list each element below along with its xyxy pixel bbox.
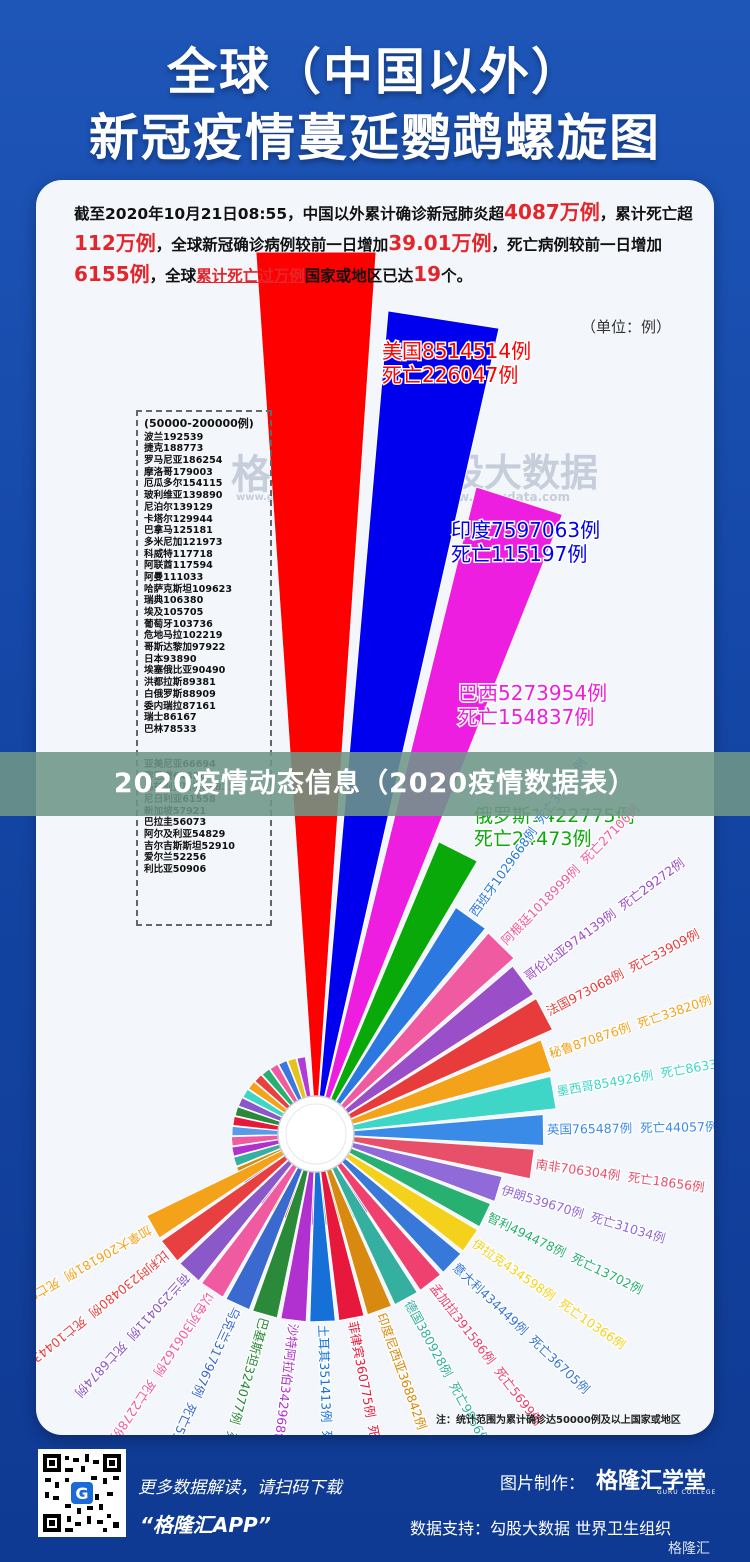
footnote: 注：统计范围为累计确诊达50000例及以上国家或地区 — [436, 1415, 681, 1426]
bar-label: 南非706304例 死亡18656例 — [535, 1156, 706, 1194]
legend-item: 爱尔兰52256 — [144, 852, 207, 864]
made-by-brand: 格隆汇学堂 — [596, 1469, 707, 1494]
svg-text:G: G — [75, 1484, 88, 1503]
label-deaths: 死亡2278例 — [108, 1378, 159, 1435]
label-deaths: 死亡36705例 — [527, 1332, 593, 1396]
small-countries-legend: (50000-200000例) 波兰192539 捷克188773 罗马尼亚1862… — [136, 410, 272, 926]
label-deaths: 死亡33820例 — [635, 991, 713, 1030]
center-ring — [285, 1103, 347, 1165]
bar-label: 巴基斯坦324077例死亡6673例 — [207, 1316, 272, 1435]
scan-text: 更多数据解读，请扫码下载 — [138, 1478, 342, 1498]
legend-item: 洪都拉斯89381 — [144, 677, 216, 689]
legend-item: 摩洛哥179003 — [144, 466, 213, 478]
label-cases: 英国765487例 — [547, 1120, 632, 1136]
label-deaths: 死亡226047例 — [382, 363, 518, 387]
legend-item: 巴拉圭56073 — [144, 817, 207, 829]
label-deaths: 死亡29272例 — [616, 855, 687, 913]
label-deaths: 死亡9848例 — [36, 1275, 62, 1322]
label-deaths: 死亡86338例 — [659, 1052, 714, 1080]
label-deaths: 死亡33909例 — [626, 926, 701, 975]
label-deaths: 死亡115197例 — [451, 542, 587, 566]
legend-item: 葡萄牙103736 — [144, 618, 213, 630]
label-deaths: 死亡9445例 — [320, 1430, 337, 1435]
legend-item: 哈萨克斯坦109623 — [144, 583, 233, 595]
legend-item: 波兰192539 — [144, 431, 204, 443]
label-deaths: 死亡6874例 — [72, 1339, 130, 1400]
title-line2: 新冠疫情蔓延鹦鹉螺旋图 — [89, 109, 661, 167]
label-deaths: 死亡154837例 — [458, 705, 594, 729]
label-cases: 伊朗539670例 — [500, 1182, 586, 1221]
legend-item: 阿联酋117594 — [144, 560, 213, 572]
legend-item: 日本93890 — [144, 653, 197, 665]
legend-item: 巴拿马125181 — [144, 525, 213, 537]
label-deaths: 死亡9856例 — [447, 1379, 493, 1435]
label-deaths: 死亡31034例 — [589, 1209, 667, 1246]
label-cases: 沙特阿拉伯342968例 — [272, 1323, 302, 1435]
made-by-label: 图片制作： — [500, 1474, 585, 1494]
corner-logo: 格隆汇 — [668, 1541, 710, 1557]
qr-code: G — [38, 1449, 126, 1537]
legend-item: 埃及105705 — [144, 607, 204, 619]
label-deaths: 死亡5948例 — [157, 1401, 200, 1435]
label-cases: 南非706304例 — [535, 1156, 621, 1183]
label-cases: 巴西5273954例 — [458, 681, 607, 705]
label-deaths: 死亡18656例 — [627, 1169, 706, 1194]
legend-item: 捷克188773 — [144, 443, 204, 455]
label-deaths: 死亡10443例 — [36, 1314, 89, 1374]
intro-text: 截至2020年10月21日08:55，中国以外累计确诊新冠肺炎超4087万例，累… — [74, 200, 693, 286]
label-deaths: 死亡6690例 — [366, 1424, 394, 1435]
label-deaths: 死亡24473例 — [474, 828, 591, 850]
legend-item: 吉尔吉斯斯坦52910 — [144, 840, 235, 852]
data-support: 数据支持：勾股大数据 世界卫生组织 — [410, 1519, 672, 1538]
made-by-brand-sub: GURU COLLEGE — [657, 1489, 717, 1496]
footer: G 更多数据解读，请扫码下载 “格隆汇APP” 图片制作： 格隆汇学堂 GURU… — [0, 1435, 750, 1562]
bar-label: 英国765487例 死亡44057例 — [547, 1118, 714, 1136]
legend-item: 玻利维亚139890 — [144, 490, 223, 502]
legend-item — [144, 736, 266, 748]
legend-item: 多米尼加121973 — [144, 536, 223, 548]
label-cases: 法国973068例 — [544, 965, 626, 1018]
label-deaths: 死亡13702例 — [569, 1250, 645, 1297]
bar-label: 土耳其351413例死亡9445例 — [316, 1325, 337, 1435]
legend-header: (50000-200000例) — [144, 417, 254, 430]
app-name: “格隆汇APP” — [140, 1513, 271, 1537]
legend-item: 罗马尼亚186254 — [144, 455, 223, 467]
bar-label: 墨西哥854926例死亡86338例 — [555, 1052, 714, 1098]
legend-item: 厄瓜多尔154115 — [144, 478, 223, 490]
legend-item: 卡塔尔129944 — [144, 513, 213, 525]
legend-item: 科威特117718 — [144, 548, 213, 560]
legend-item: 哥斯达黎加97922 — [144, 642, 226, 654]
label-cases: 美国8514514例 — [382, 339, 531, 363]
unit-label: （单位：例） — [581, 318, 672, 336]
legend-item: 危地马拉102219 — [144, 630, 223, 642]
center-hole — [277, 1095, 355, 1173]
legend-item: 埃塞俄比亚90490 — [144, 665, 226, 677]
legend-item: 委内瑞拉87161 — [144, 700, 216, 712]
legend-item: 瑞典106380 — [144, 595, 204, 607]
legend-item: 白俄罗斯88909 — [144, 688, 216, 700]
label-cases: 秘鲁870876例 — [547, 1019, 633, 1061]
label-deaths: 死亡10366例 — [557, 1295, 629, 1351]
label-deaths: 死亡44057例 — [640, 1118, 714, 1134]
label-cases: 菲律宾360775例 — [346, 1320, 379, 1419]
legend-item: 阿曼111033 — [144, 571, 204, 583]
legend-item: 阿尔及利亚54829 — [144, 829, 226, 841]
label-cases: 墨西哥854926例 — [555, 1067, 654, 1099]
legend-item: 瑞士86167 — [144, 712, 197, 724]
legend-item: 巴林78533 — [144, 723, 197, 735]
title-line1: 全球（中国以外） — [167, 43, 583, 101]
legend-item: 利比亚50906 — [144, 864, 207, 876]
bar-label: 沙特阿拉伯342968例死亡5217例 — [263, 1323, 302, 1435]
overlay-banner: 2020疫情动态信息（2020疫情数据表） — [0, 752, 750, 816]
legend-item: 尼泊尔139129 — [144, 501, 213, 513]
label-cases: 印度7597063例 — [451, 518, 600, 542]
bar-label: 哥伦比亚974139例死亡29272例 — [521, 855, 687, 984]
label-cases: 土耳其351413例 — [316, 1325, 334, 1423]
